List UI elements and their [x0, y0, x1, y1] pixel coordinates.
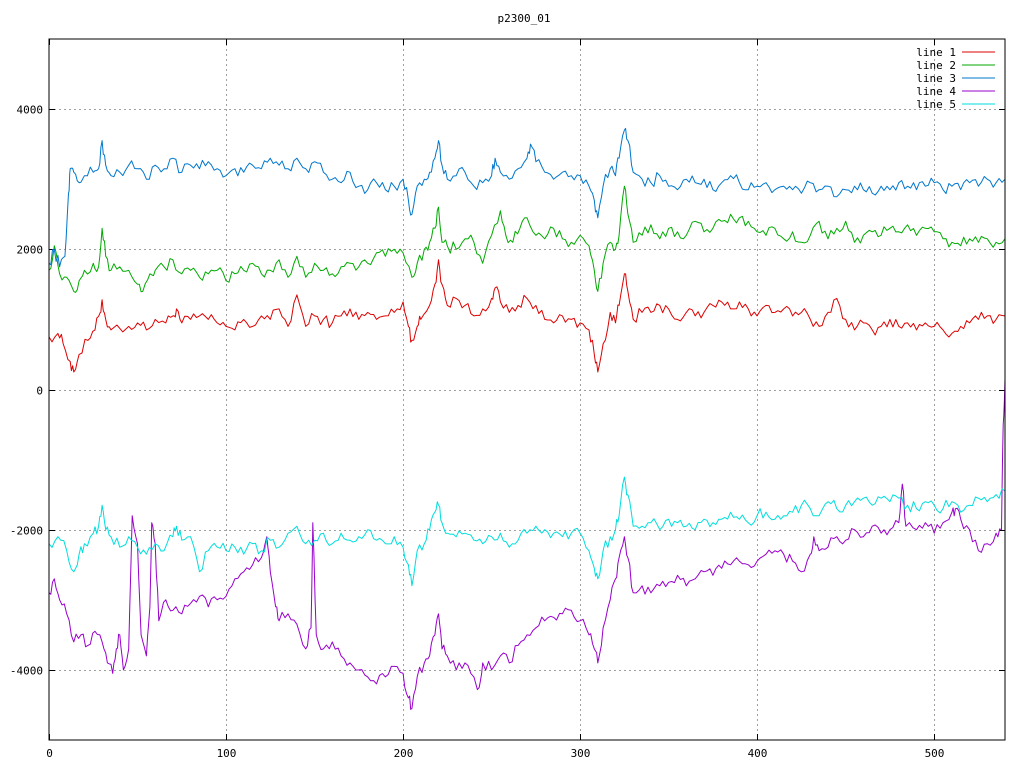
axis-ticks: 0 100 200 300 400 500 -4000 -2000 0 2000 4000 — [10, 39, 1005, 760]
x-tick-label: 0 — [46, 747, 53, 760]
y-tick-label: -4000 — [10, 665, 43, 678]
x-tick-label: 100 — [217, 747, 237, 760]
grid-lines — [49, 39, 1005, 740]
legend-label: line 5 — [916, 98, 956, 111]
legend-label: line 4 — [916, 85, 956, 98]
series-line-2 — [48, 185, 1006, 293]
legend-label: line 2 — [916, 59, 956, 72]
y-tick-label: -2000 — [10, 525, 43, 538]
y-tick-label: 4000 — [17, 104, 44, 117]
y-tick-label: 0 — [36, 385, 43, 398]
x-tick-label: 200 — [394, 747, 414, 760]
x-tick-label: 500 — [925, 747, 945, 760]
series-line-4 — [48, 378, 1006, 710]
series-line-3 — [48, 127, 1006, 268]
legend-label: line 1 — [916, 46, 956, 59]
series-line-5 — [48, 476, 1006, 587]
y-tick-label: 2000 — [17, 244, 44, 257]
x-tick-label: 300 — [571, 747, 591, 760]
x-tick-label: 400 — [748, 747, 768, 760]
series-lines — [48, 127, 1006, 710]
chart-title: p2300_01 — [498, 12, 551, 25]
legend-label: line 3 — [916, 72, 956, 85]
series-line-1 — [48, 259, 1006, 373]
plot-frame — [48, 38, 1006, 741]
